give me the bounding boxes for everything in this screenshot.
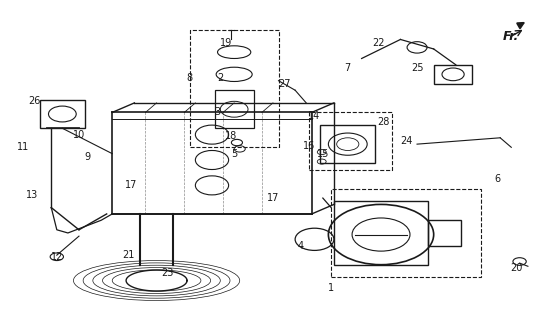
Text: 8: 8 [187, 73, 193, 83]
Text: 11: 11 [17, 142, 30, 152]
Text: 10: 10 [73, 130, 85, 140]
Text: 17: 17 [125, 180, 138, 190]
Text: 22: 22 [372, 38, 384, 48]
Text: 12: 12 [51, 252, 63, 262]
Text: 9: 9 [84, 152, 90, 162]
Bar [428, 220, 461, 246]
Text: 15: 15 [316, 149, 329, 159]
Text: 21: 21 [123, 250, 135, 260]
Text: 28: 28 [378, 117, 390, 127]
Text: 17: 17 [267, 193, 279, 203]
Text: 14: 14 [309, 111, 321, 121]
Text: 25: 25 [411, 63, 423, 73]
Text: 18: 18 [225, 131, 237, 141]
Text: 2: 2 [217, 73, 223, 83]
Text: 19: 19 [219, 38, 232, 48]
Text: 1: 1 [328, 284, 334, 293]
Text: 27: 27 [278, 79, 290, 89]
Text: 16: 16 [303, 141, 315, 151]
Text: 13: 13 [26, 190, 38, 200]
Text: 26: 26 [28, 96, 41, 106]
Bar [40, 100, 85, 128]
Text: 24: 24 [400, 136, 412, 146]
Bar [320, 125, 375, 163]
Text: 3: 3 [214, 108, 221, 117]
Text: 6: 6 [495, 174, 501, 184]
Bar [334, 201, 428, 265]
Text: 20: 20 [511, 263, 523, 273]
Text: 4: 4 [297, 241, 304, 251]
Text: 23: 23 [162, 268, 174, 278]
Text: 5: 5 [231, 149, 237, 159]
Text: Fr.: Fr. [503, 30, 519, 43]
Text: 7: 7 [345, 63, 351, 73]
Bar [434, 65, 472, 84]
Bar [215, 90, 253, 128]
